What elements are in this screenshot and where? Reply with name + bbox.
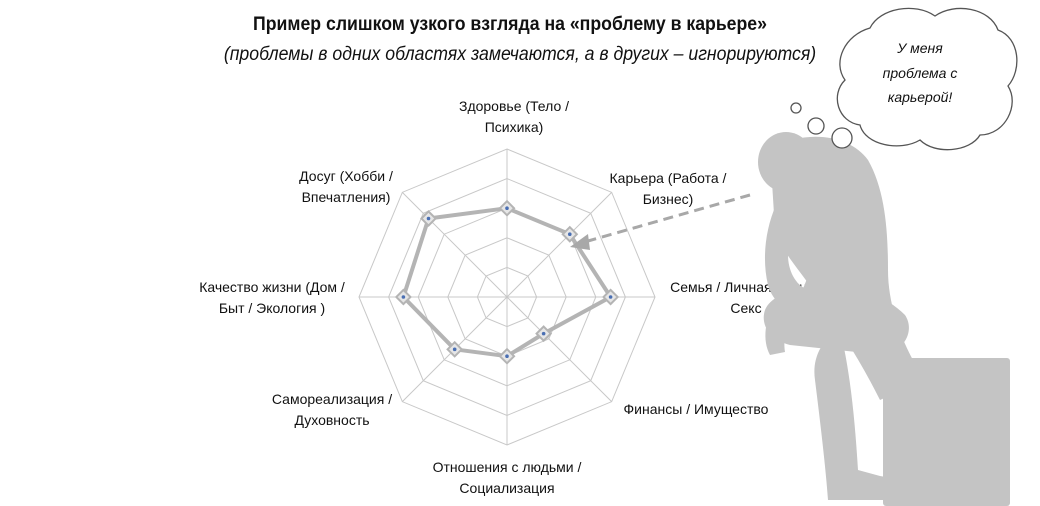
pointer-arrow: [570, 193, 751, 250]
axis-label-0-0: Здоровье (Тело /: [459, 98, 569, 114]
data-point-center-2: [608, 295, 613, 299]
thought-bubble: У меня проблема с карьерой!: [790, 7, 1018, 151]
bubble-line-2: проблема с: [883, 65, 958, 81]
axis-label-4-0: Отношения с людьми /: [433, 459, 582, 475]
axis-label-0-1: Психика): [485, 119, 544, 135]
axis-label-6-1: Быт / Экология ): [219, 300, 325, 316]
axis-label-7-1: Впечатления): [302, 189, 391, 205]
data-point-center-7: [426, 216, 431, 221]
axis-label-5-0: Самореализация /: [272, 391, 392, 407]
axis-label-2-1: Секс: [730, 300, 761, 316]
thinker-figure-icon: [758, 132, 1010, 506]
data-point-center-1: [567, 232, 572, 237]
axis-label-1-1: Бизнес): [643, 191, 694, 207]
radar-series: [394, 199, 620, 365]
axis-label-6-0: Качество жизни (Дом /: [199, 279, 345, 295]
data-point-center-0: [505, 206, 509, 210]
data-point-center-4: [505, 354, 509, 359]
data-point-center-3: [541, 331, 546, 336]
data-point-center-5: [452, 347, 457, 352]
axis-label-4-1: Социализация: [459, 480, 554, 496]
axis-label-3-0: Финансы / Имущество: [624, 401, 769, 417]
grid-spoke-1: [506, 191, 613, 298]
axis-labels: Здоровье (Тело / Психика) Карьера (Работа …: [199, 98, 822, 496]
axis-label-7-0: Досуг (Хобби /: [299, 168, 393, 184]
chart-subtitle: (проблемы в одних областях замечаются, а…: [223, 44, 817, 65]
bubble-line-1: У меня: [896, 40, 943, 56]
chart-title: Пример слишком узкого взгляда на «пробле…: [253, 14, 767, 35]
grid-spoke-7: [401, 191, 508, 298]
axis-label-5-1: Духовность: [294, 412, 369, 428]
axis-label-1-0: Карьера (Работа /: [610, 170, 727, 186]
data-point-center-6: [401, 295, 406, 299]
grid-spoke-3: [506, 296, 613, 403]
bubble-line-3: карьерой!: [888, 89, 953, 105]
